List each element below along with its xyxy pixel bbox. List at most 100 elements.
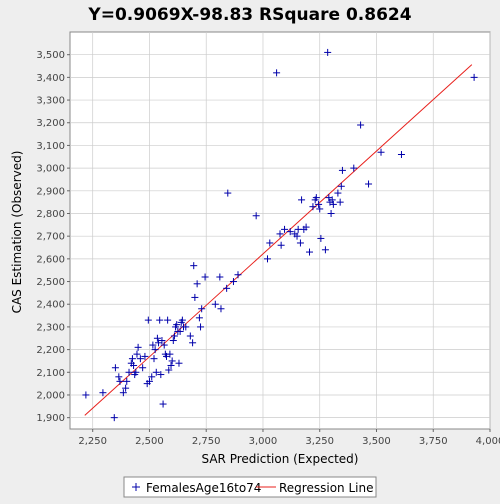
y-tick-label: 2,700 — [36, 232, 65, 243]
y-tick-label: 3,400 — [36, 73, 65, 84]
data-point — [302, 223, 310, 231]
data-point — [190, 262, 198, 270]
x-axis-label: SAR Prediction (Expected) — [202, 452, 359, 466]
data-point — [397, 151, 405, 159]
data-point — [164, 316, 172, 324]
data-point — [357, 121, 365, 129]
x-tick-label: 2,500 — [135, 436, 164, 447]
data-point — [276, 230, 284, 238]
data-point — [224, 189, 232, 197]
chart-title: Y=0.9069X-98.83 RSquare 0.8624 — [87, 5, 411, 25]
data-point — [122, 384, 130, 392]
data-point — [150, 355, 158, 363]
data-point — [324, 48, 332, 56]
y-axis-label: CAS Estimation (Observed) — [10, 151, 24, 314]
data-point — [119, 389, 127, 397]
data-point — [141, 352, 149, 360]
data-point — [338, 166, 346, 174]
legend-box — [123, 476, 377, 498]
legend-regression-label: Regression Line — [279, 481, 373, 495]
y-tick-label: 1,900 — [36, 413, 65, 424]
data-point — [336, 198, 344, 206]
grid-lines — [70, 32, 491, 429]
data-point — [193, 280, 201, 288]
y-tick-label: 2,400 — [36, 300, 65, 311]
y-tick-label: 2,300 — [36, 322, 65, 333]
data-point — [156, 316, 164, 324]
data-point — [145, 377, 153, 385]
y-axis: 1,900 2,000 2,100 2,200 2,300 2,400 2,500 2,600… — [36, 50, 70, 424]
data-point — [223, 284, 231, 292]
data-point — [149, 341, 157, 349]
data-point — [286, 228, 294, 236]
data-point — [277, 241, 285, 249]
y-tick-label: 3,100 — [36, 141, 65, 152]
data-point — [334, 189, 342, 197]
data-point — [198, 305, 206, 313]
x-tick-label: 2,750 — [192, 436, 221, 447]
data-point — [170, 332, 178, 340]
y-tick-label: 3,300 — [36, 96, 65, 107]
data-point — [182, 323, 190, 331]
x-tick-label: 4,000 — [476, 436, 500, 447]
data-point — [176, 327, 184, 335]
x-tick-label: 3,500 — [362, 436, 391, 447]
y-tick-label: 3,200 — [36, 118, 65, 129]
data-point — [201, 273, 209, 281]
data-point — [123, 377, 131, 385]
legend-series-label: FemalesAge16to74 — [146, 481, 261, 495]
data-point — [133, 350, 141, 358]
data-point — [82, 391, 90, 399]
data-point — [125, 368, 133, 376]
legend-marker-plus — [132, 483, 140, 491]
data-point — [328, 196, 336, 204]
data-point — [116, 377, 124, 385]
y-tick-label: 3,000 — [36, 164, 65, 175]
data-point — [296, 239, 304, 247]
x-tick-label: 2,250 — [78, 436, 107, 447]
data-point — [316, 205, 324, 213]
data-point — [329, 200, 337, 208]
data-point — [132, 368, 140, 376]
data-point — [159, 400, 167, 408]
data-point — [130, 361, 138, 369]
data-point — [273, 69, 281, 77]
data-point — [306, 248, 314, 256]
x-tick-label: 3,250 — [305, 436, 334, 447]
data-point — [266, 239, 274, 247]
x-tick-label: 3,750 — [419, 436, 448, 447]
data-point — [195, 314, 203, 322]
y-tick-label: 2,100 — [36, 368, 65, 379]
data-point — [189, 339, 197, 347]
y-tick-label: 2,200 — [36, 345, 65, 356]
data-point — [128, 355, 136, 363]
x-tick-label: 3,000 — [249, 436, 278, 447]
data-point — [178, 316, 186, 324]
data-point — [377, 148, 385, 156]
data-point — [148, 373, 156, 381]
data-point — [115, 373, 123, 381]
data-point — [151, 346, 159, 354]
legend: FemalesAge16to74 Regression Line — [123, 476, 377, 498]
data-point — [264, 255, 272, 263]
data-point — [186, 332, 194, 340]
data-point — [211, 300, 219, 308]
data-point — [153, 334, 161, 342]
data-point — [197, 323, 205, 331]
y-tick-label: 2,000 — [36, 390, 65, 401]
data-point — [234, 271, 242, 279]
regression-layer — [84, 64, 473, 416]
data-point — [293, 232, 301, 240]
data-point — [216, 273, 224, 281]
data-point — [167, 361, 175, 369]
y-tick-label: 2,600 — [36, 254, 65, 265]
data-point — [315, 200, 323, 208]
y-tick-label: 2,900 — [36, 186, 65, 197]
data-point — [157, 371, 165, 379]
data-point — [252, 212, 260, 220]
data-point — [136, 355, 144, 363]
data-point — [111, 364, 119, 372]
data-point — [158, 337, 166, 345]
data-point — [191, 293, 199, 301]
